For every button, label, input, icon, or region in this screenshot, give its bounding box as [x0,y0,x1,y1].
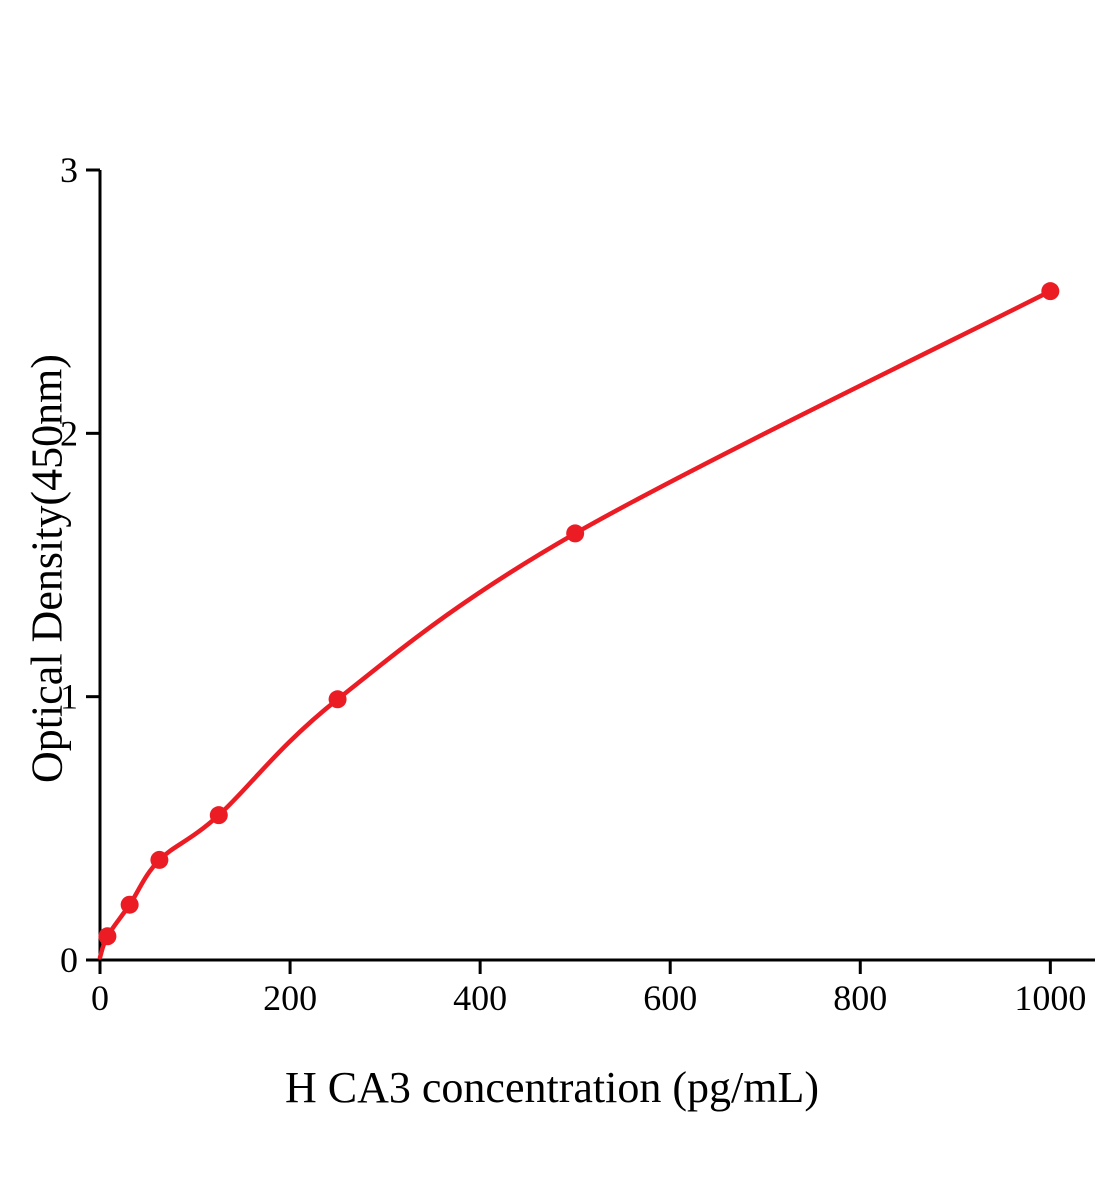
y-axis-title: Optical Density(450nm) [22,354,72,783]
x-tick-label: 0 [91,978,109,1018]
y-tick-label: 0 [60,940,78,980]
x-tick-label: 200 [263,978,317,1018]
data-point [1041,282,1060,301]
data-point [328,690,347,709]
x-tick-label: 1000 [1014,978,1086,1018]
x-tick-label: 600 [643,978,697,1018]
data-point [98,927,117,946]
standard-curve-line [97,288,1053,960]
x-tick-label: 800 [833,978,887,1018]
x-tick-label: 400 [453,978,507,1018]
y-tick-label: 2 [60,413,78,453]
y-tick-label: 1 [60,677,78,717]
y-tick-label: 3 [60,150,78,190]
data-point [209,806,228,825]
data-point [566,524,585,543]
data-point [150,850,169,869]
x-axis-title: H CA3 concentration (pg/mL) [285,1063,819,1112]
data-point [120,895,139,914]
